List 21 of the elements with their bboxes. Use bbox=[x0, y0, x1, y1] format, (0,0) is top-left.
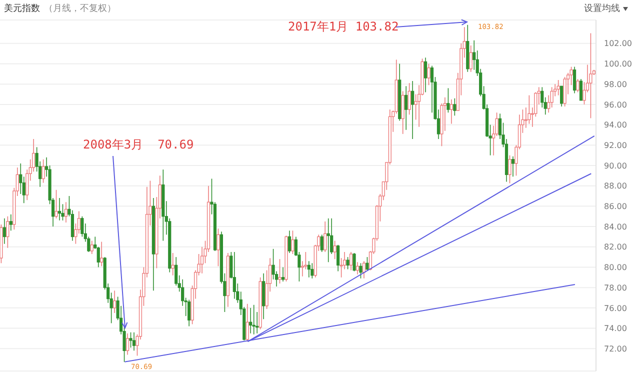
chart-subtitle: （月线，不复权） bbox=[44, 4, 116, 14]
annotation: 2017年1月 103.82 bbox=[288, 19, 399, 34]
y-tick-label: 102.00 bbox=[604, 39, 632, 48]
y-tick-label: 84.00 bbox=[604, 222, 627, 232]
y-tick-label: 94.00 bbox=[604, 120, 627, 130]
y-tick-label: 80.00 bbox=[604, 263, 627, 272]
y-tick-label: 86.00 bbox=[604, 202, 627, 212]
y-tick-label: 96.00 bbox=[604, 100, 627, 110]
y-tick-label: 92.00 bbox=[604, 140, 627, 150]
y-tick-label: 76.00 bbox=[604, 304, 627, 313]
chart-title: 美元指数 bbox=[4, 4, 40, 14]
y-tick-label: 98.00 bbox=[604, 80, 627, 89]
y-tick-label: 78.00 bbox=[604, 283, 627, 292]
y-tick-label: 88.00 bbox=[604, 182, 627, 191]
annotation: 2008年3月 70.69 bbox=[83, 137, 194, 152]
text: 设置均线 bbox=[584, 2, 620, 15]
y-tick-label: 74.00 bbox=[604, 324, 627, 334]
y-tick-label: 72.00 bbox=[604, 344, 627, 354]
y-tick-label: 100.00 bbox=[604, 60, 632, 69]
y-tick-label: 90.00 bbox=[604, 161, 627, 170]
y-tick-label: 82.00 bbox=[604, 242, 627, 252]
